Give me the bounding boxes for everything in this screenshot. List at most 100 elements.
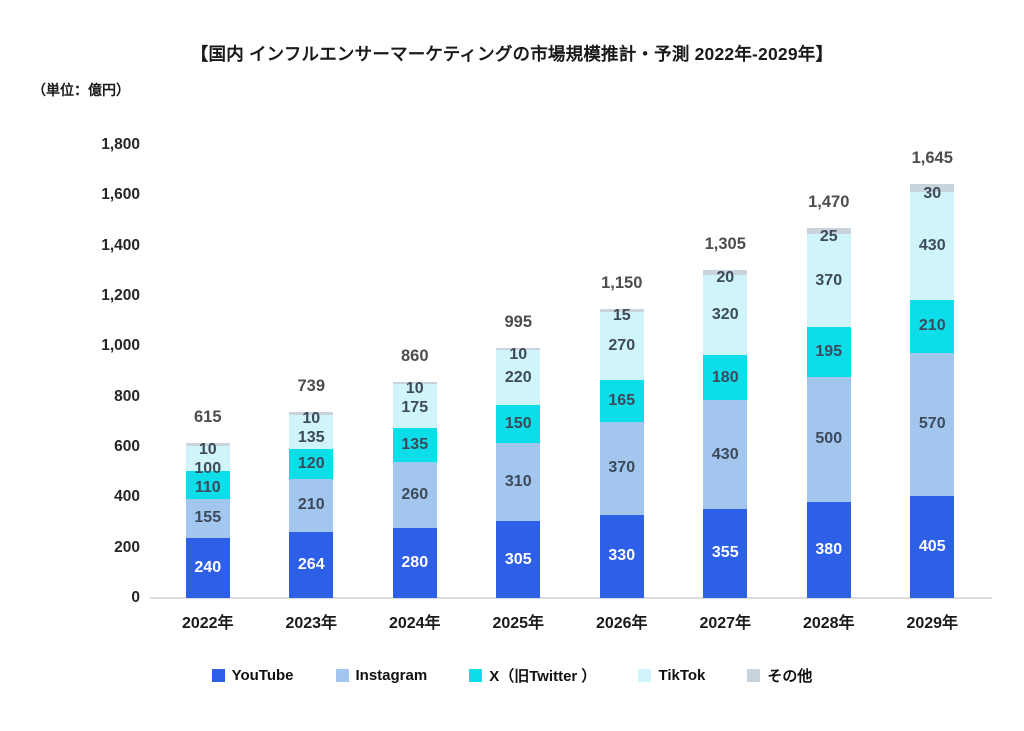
bar-segment-2022年 (185, 443, 230, 446)
bar-segment-2026年 (599, 312, 644, 381)
x-axis-label-2025年: 2025年 (492, 615, 545, 632)
legend-swatch-tiktok-icon (638, 669, 652, 682)
bar-segment-2025年 (496, 443, 541, 522)
bar-segment-2025年 (496, 405, 541, 444)
value-label-TikTok: 430 (918, 236, 946, 254)
y-axis-tick: 1,800 (101, 136, 140, 153)
value-label-Instagram: 570 (918, 415, 946, 433)
legend-swatch-x-twitter-icon (469, 669, 483, 682)
value-label-Instagram: 430 (711, 445, 739, 463)
y-axis-tick: 200 (114, 538, 140, 556)
legend-label-youtube: YouTube (231, 667, 294, 684)
bar-segment-2025年 (496, 521, 541, 598)
y-axis-tick: 800 (114, 387, 140, 405)
bar-segment-2028年 (806, 376, 851, 503)
total-label-2023年: 739 (297, 377, 326, 396)
x-axis-line (150, 597, 992, 599)
y-axis-tick: 1,000 (101, 337, 140, 355)
value-label-X（旧Twitter ）: 165 (608, 392, 636, 410)
bar-segment-2023年 (289, 414, 334, 449)
total-label-2026年: 1,150 (601, 273, 643, 292)
bar-segment-2023年 (289, 448, 334, 479)
legend: YouTube Instagram X（旧Twitter ） TikTok その他 (0, 665, 1024, 686)
bar-segment-2024年 (392, 428, 437, 463)
total-label-2025年: 995 (504, 312, 533, 331)
bar-segment-2022年 (185, 445, 230, 471)
value-label-その他: 10 (405, 379, 424, 397)
value-label-Instagram: 370 (608, 459, 636, 477)
bar-segment-2027年 (703, 269, 748, 275)
total-label-2028年: 1,470 (808, 193, 850, 212)
value-label-TikTok: 135 (297, 429, 325, 447)
y-axis-tick: 400 (114, 488, 140, 506)
total-label-2024年: 860 (400, 346, 429, 365)
bar-segment-2029年 (910, 352, 955, 497)
value-label-その他: 20 (716, 269, 735, 287)
y-axis-tick: 1,400 (101, 236, 140, 254)
total-label-2029年: 1,645 (911, 149, 953, 167)
value-label-TikTok: 220 (504, 368, 532, 386)
value-label-その他: 10 (302, 410, 321, 428)
value-label-YouTube: 355 (711, 544, 739, 562)
value-label-TikTok: 370 (815, 271, 843, 289)
bar-segment-2023年 (289, 531, 334, 598)
x-axis-label-2022年: 2022年 (181, 615, 234, 632)
value-label-X（旧Twitter ）: 135 (401, 436, 429, 454)
bar-segment-2022年 (185, 537, 230, 598)
value-label-X（旧Twitter ）: 110 (194, 479, 221, 497)
bar-segment-2022年 (185, 498, 230, 538)
legend-item-instagram: Instagram (335, 667, 428, 684)
bar-segment-2027年 (703, 355, 748, 401)
bar-segment-2028年 (806, 234, 851, 328)
bar-segment-2029年 (910, 184, 955, 192)
value-label-X（旧Twitter ）: 210 (918, 317, 946, 335)
legend-swatch-others-icon (747, 669, 761, 682)
unit-label: （単位：億円） (32, 82, 130, 98)
legend-label-tiktok: TikTok (658, 667, 706, 684)
bar-segment-2024年 (392, 384, 437, 429)
y-axis-tick: 1,200 (101, 287, 140, 304)
value-label-YouTube: 240 (194, 558, 222, 576)
chart-title: 【国内 インフルエンサーマーケティングの市場規模推計・予測 2022年-2029… (190, 44, 834, 64)
bar-segment-2028年 (806, 502, 851, 598)
bar-segment-2029年 (910, 299, 955, 353)
legend-label-x-twitter: X（旧Twitter ） (489, 668, 597, 685)
value-label-TikTok: 320 (711, 305, 739, 323)
value-label-Instagram: 210 (297, 496, 325, 514)
bar-segment-2028年 (806, 327, 851, 377)
y-axis-tick: 600 (114, 438, 140, 455)
value-label-YouTube: 330 (608, 547, 636, 565)
value-label-YouTube: 264 (297, 555, 325, 573)
bar-segment-2026年 (599, 514, 644, 598)
legend-item-others: その他 (747, 665, 812, 686)
x-axis-label-2027年: 2027年 (699, 615, 752, 632)
bar-segment-2026年 (599, 380, 644, 422)
bar-segment-2027年 (703, 400, 748, 509)
y-axis-tick: 0 (131, 589, 140, 606)
bar-segment-2028年 (806, 228, 851, 235)
value-label-X（旧Twitter ）: 195 (815, 342, 843, 360)
bar-segment-2025年 (496, 347, 541, 351)
value-label-Instagram: 310 (504, 473, 532, 491)
total-label-2022年: 615 (193, 408, 222, 427)
x-axis-label-2024年: 2024年 (388, 615, 441, 632)
value-label-その他: 10 (198, 441, 217, 459)
value-label-X（旧Twitter ）: 150 (504, 415, 532, 433)
value-label-YouTube: 380 (815, 541, 843, 559)
value-label-その他: 30 (923, 184, 942, 202)
legend-swatch-youtube-icon (211, 669, 225, 682)
legend-label-instagram: Instagram (355, 667, 428, 684)
bar-segment-2024年 (392, 381, 437, 385)
bar-segment-2029年 (910, 496, 955, 598)
bar-segment-2024年 (392, 462, 437, 528)
bar-segment-2027年 (703, 274, 748, 356)
value-label-Instagram: 500 (815, 430, 843, 448)
legend-swatch-instagram-icon (335, 669, 349, 682)
bar-segment-2023年 (289, 478, 334, 532)
x-axis-label-2029年: 2029年 (906, 615, 959, 632)
bar-segment-2026年 (599, 308, 644, 313)
bar-segment-2022年 (185, 470, 230, 499)
legend-item-youtube: YouTube (211, 667, 294, 684)
bar-segment-2026年 (599, 421, 644, 515)
